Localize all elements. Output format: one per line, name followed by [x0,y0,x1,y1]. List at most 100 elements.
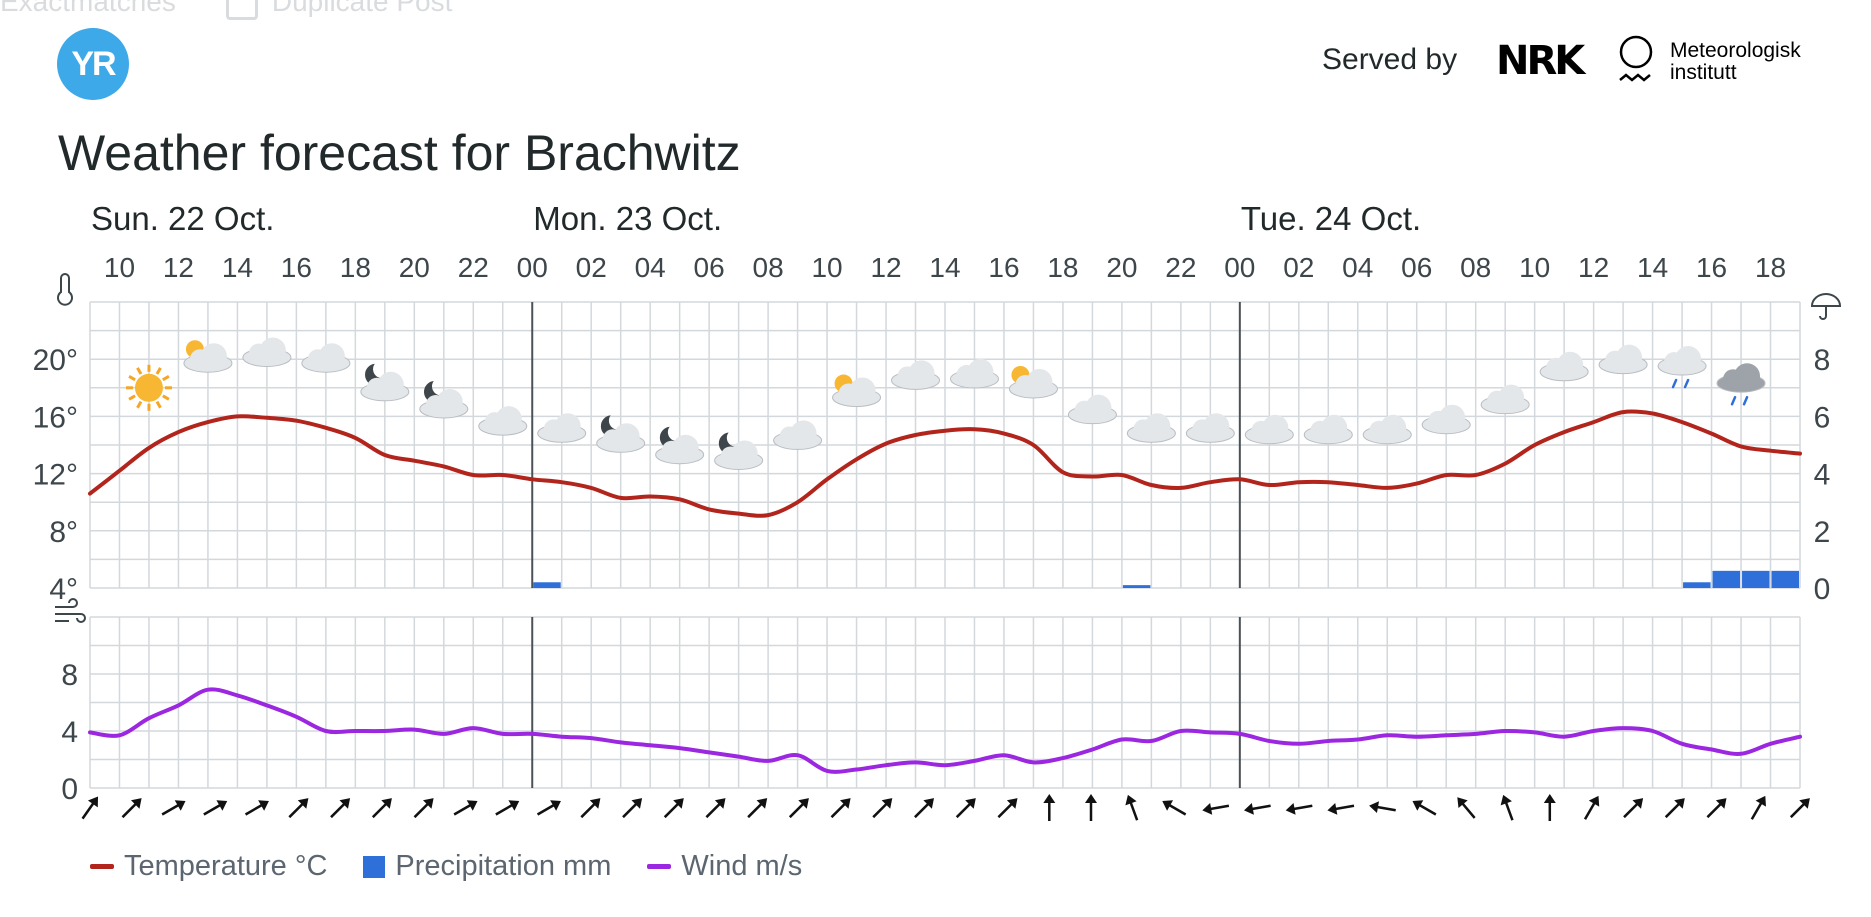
cloudy-icon [773,420,823,450]
wind-direction-arrow-icon [288,798,309,819]
legend-precipitation-label: Precipitation mm [395,850,612,882]
cloudy-icon [1067,394,1117,425]
legend-wind[interactable]: Wind m/s [647,850,802,883]
cloudy-icon [1126,413,1176,443]
wind-direction-arrow-icon [495,800,520,816]
wind-direction-arrow-icon [1500,794,1514,821]
clear-sun-icon [125,364,172,411]
wind-direction-arrow-icon [244,800,269,816]
wind-direction-arrow-icon [1543,794,1556,821]
precipitation-bar [1122,585,1151,588]
wind-direction-arrow-icon [622,798,643,819]
wind-direction-arrow-icon [121,798,142,819]
wind-direction-arrow-icon [1750,795,1766,820]
legend-precipitation[interactable]: Precipitation mm [363,850,611,883]
cloudy-icon [949,358,999,389]
temperature-axis-label: 12° [33,459,78,492]
hour-tick-label: 04 [1342,252,1373,283]
wind-direction-arrow-icon [1369,801,1396,814]
wind-axis-label: 0 [61,773,78,806]
legend-wind-label: Wind m/s [681,850,803,882]
thermometer-icon [57,273,73,306]
precipitation-axis-label: 2 [1814,516,1831,549]
hour-tick-label: 12 [870,252,901,283]
wind-direction-arrow-icon [81,796,99,820]
precipitation-axis-label: 6 [1814,401,1831,434]
wind-direction-arrow-icon [1285,802,1313,815]
legend-temperature-swatch [90,864,114,869]
hour-tick-label: 10 [1519,252,1550,283]
hour-tick-label: 02 [576,252,607,283]
precipitation-bar [533,582,561,588]
wind-direction-arrow-icon [788,798,809,819]
wind-line [88,687,1802,774]
wind-direction-arrow-icon [997,798,1018,819]
wind-direction-arrow-icon [453,800,478,816]
cloudy-icon [478,406,528,436]
day-label: Sun. 22 Oct. [91,200,274,237]
wind-direction-arrow-icon [1043,794,1056,821]
wind-axis-label: 8 [61,659,78,692]
wind-icon [55,598,86,623]
cloudy-icon [1303,414,1353,445]
wind-direction-arrow-icon [330,798,351,819]
hour-tick-label: 04 [635,252,666,283]
temperature-axis-label: 20° [33,344,78,377]
hour-tick-label: 14 [1637,252,1668,283]
wind-direction-arrow-icon [663,798,684,819]
wind-direction-arrow-icon [1623,798,1644,819]
precipitation-bar [1771,570,1799,588]
nrk-logo[interactable]: NRK [1496,38,1585,84]
wind-direction-arrow-icon [1162,800,1187,816]
cloudy-icon [242,337,292,367]
ghost-text: Exactmatches [0,0,176,17]
day-label: Tue. 24 Oct. [1241,200,1421,237]
hour-tick-label: 12 [163,252,194,283]
temperature-axis-label: 4° [49,573,78,606]
hour-tick-label: 12 [1578,252,1609,283]
wind-axis-label: 4 [61,716,78,749]
hour-tick-label: 14 [929,252,960,283]
light-rain-icon [1657,346,1707,389]
wind-direction-arrow-icon [371,798,392,819]
fair-sun-cloud-icon [183,340,233,373]
hour-tick-label: 20 [399,252,430,283]
hour-tick-label: 22 [458,252,489,283]
hour-tick-label: 06 [694,252,725,283]
wind-direction-arrow-icon [1412,800,1437,816]
yr-logo[interactable]: YR [57,28,129,100]
wind-direction-arrow-icon [1327,802,1355,815]
hour-tick-label: 18 [1755,252,1786,283]
met-line-2: institutt [1670,61,1737,84]
hour-tick-label: 22 [1165,252,1196,283]
partly-cloudy-night-icon [596,415,646,453]
partly-cloudy-night-icon [419,380,469,419]
hour-tick-label: 14 [222,252,253,283]
cloudy-icon [1421,404,1471,435]
precipitation-bar [1712,570,1741,588]
served-by-label: Served by [1322,43,1458,76]
partly-cloudy-night-icon [655,426,705,465]
wind-direction-arrow-icon [1664,798,1685,819]
precipitation-bar [1683,582,1711,588]
hour-tick-label: 00 [1224,252,1255,283]
wind-direction-arrow-icon [830,798,851,819]
cloudy-icon [1244,414,1294,445]
rain-dark-cloud-icon [1716,363,1766,406]
wind-direction-arrow-icon [1583,795,1600,820]
chart-legend: Temperature °C Precipitation mm Wind m/s [90,850,802,883]
wind-direction-arrow-icon [1202,802,1230,815]
hour-tick-label: 02 [1283,252,1314,283]
wind-direction-arrow-icon [1085,794,1097,821]
cloudy-icon [1185,413,1235,443]
wind-direction-arrow-icon [747,798,768,819]
legend-temperature[interactable]: Temperature °C [90,850,327,883]
met-institute-logo-icon[interactable] [1616,34,1656,90]
hour-tick-label: 16 [281,252,312,283]
ghost-toolbar: Exactmatches Duplicate Post [0,0,452,20]
met-institute-name: Meteorologisk institutt [1670,40,1801,84]
hour-tick-label: 10 [104,252,135,283]
hour-tick-label: 16 [988,252,1019,283]
precipitation-axis-label: 0 [1814,573,1831,606]
wind-direction-arrow-icon [536,800,561,816]
